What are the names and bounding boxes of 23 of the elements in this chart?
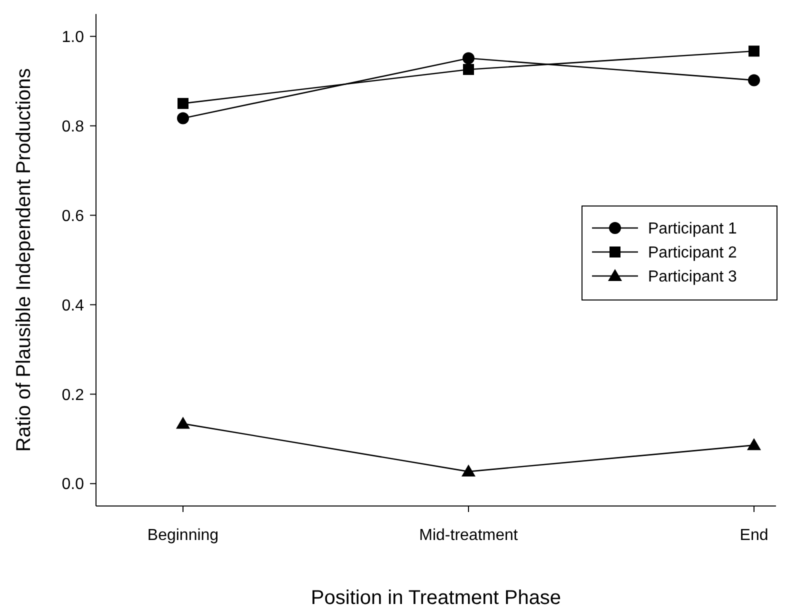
- x-axis-title: Position in Treatment Phase: [310, 587, 562, 609]
- point: [748, 46, 760, 57]
- point: [178, 98, 188, 109]
- y-tick-label: 0.6: [62, 208, 84, 225]
- point: [748, 74, 760, 86]
- y-tick-label: 0.0: [62, 476, 84, 494]
- y-tick-label: 0.2: [62, 386, 84, 404]
- x-tick-label: Beginning: [147, 527, 219, 544]
- y-tick-label: 1.0: [62, 28, 84, 46]
- x-tick-label: Mid-treatment: [419, 527, 518, 544]
- legend-label: Participant 2: [648, 244, 738, 262]
- point: [177, 112, 189, 124]
- point: [462, 52, 474, 64]
- legend-label: Participant 1: [648, 220, 738, 238]
- x-tick-label: End: [740, 527, 768, 544]
- point: [463, 64, 474, 75]
- legend-label: Participant 3: [648, 268, 738, 286]
- point: [747, 438, 761, 450]
- y-axis-title: Ratio of Plausible Independent Productions: [13, 68, 35, 452]
- point: [176, 416, 190, 429]
- point: [462, 464, 476, 477]
- y-tick-label: 0.4: [62, 297, 84, 314]
- y-tick-label: 0.8: [62, 118, 84, 136]
